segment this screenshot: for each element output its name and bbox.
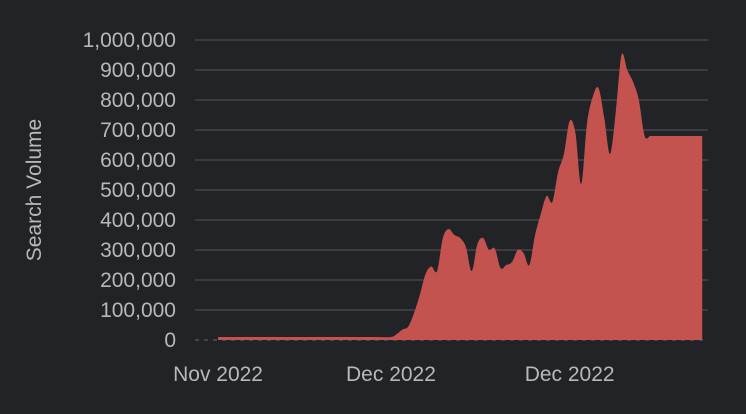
y-tick-label: 100,000 <box>100 299 176 322</box>
y-tick-label: 900,000 <box>100 59 176 82</box>
y-tick-label: 800,000 <box>100 89 176 112</box>
area-series <box>218 53 703 340</box>
y-axis-title: Search Volume <box>23 119 46 261</box>
x-axis-ticks: Nov 2022 Dec 2022 Dec 2022 <box>173 363 615 386</box>
y-tick-label: 0 <box>164 329 176 352</box>
y-tick-label: 400,000 <box>100 209 176 232</box>
y-axis-ticks: 0 100,000 200,000 300,000 400,000 500,000 600,… <box>83 29 176 352</box>
x-tick-label: Dec 2022 <box>525 363 615 386</box>
y-tick-label: 200,000 <box>100 269 176 292</box>
y-gridlines <box>195 39 708 341</box>
y-tick-label: 300,000 <box>100 239 176 262</box>
y-tick-label: 1,000,000 <box>83 29 176 52</box>
y-tick-label: 700,000 <box>100 119 176 142</box>
y-tick-label: 500,000 <box>100 179 176 202</box>
y-tick-label: 600,000 <box>100 149 176 172</box>
x-tick-label: Nov 2022 <box>173 363 263 386</box>
x-tick-label: Dec 2022 <box>346 363 436 386</box>
search-volume-area <box>218 53 703 340</box>
